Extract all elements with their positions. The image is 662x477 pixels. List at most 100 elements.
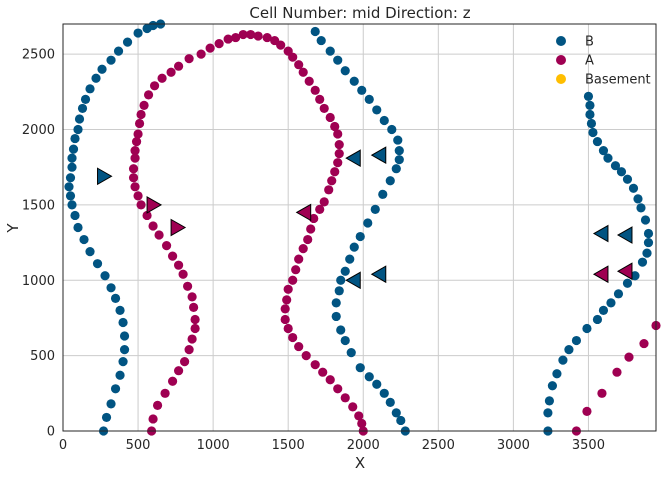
legend-label: A: [585, 54, 594, 69]
data-point-b: [336, 275, 346, 285]
data-point-a: [294, 60, 304, 70]
data-point-a: [246, 29, 256, 40]
data-point-a: [128, 164, 139, 174]
data-point-a: [298, 67, 308, 77]
data-point-b: [585, 100, 595, 110]
data-point-b: [110, 293, 121, 303]
data-point-b: [372, 105, 382, 115]
legend-label: B: [585, 35, 594, 50]
data-point-a: [183, 281, 193, 291]
data-point-a: [334, 149, 344, 159]
data-point-a: [148, 221, 158, 231]
data-point-a: [262, 32, 272, 43]
data-point-a: [214, 38, 224, 49]
y-tick-label: 500: [30, 349, 55, 364]
data-point-a: [624, 352, 634, 362]
data-point-a: [154, 230, 164, 240]
data-point-a: [134, 118, 145, 129]
data-point-a: [294, 254, 304, 264]
data-point-a: [301, 351, 311, 361]
data-point-a: [325, 112, 335, 123]
data-point-a: [133, 129, 143, 139]
data-point-a: [340, 393, 350, 403]
data-point-a: [283, 323, 293, 334]
orientation-marker-left: [592, 265, 609, 284]
data-point-a: [178, 269, 188, 279]
data-point-a: [130, 182, 140, 192]
data-point-a: [303, 234, 313, 245]
data-point-a: [180, 357, 190, 367]
data-point-a: [189, 302, 199, 312]
data-point-a: [304, 76, 314, 86]
data-point-b: [355, 231, 365, 242]
data-point-b: [115, 305, 125, 316]
data-point-b: [637, 257, 648, 267]
data-point-b: [379, 115, 389, 126]
data-point-a: [298, 244, 308, 254]
data-point-b: [588, 127, 598, 138]
data-point-b: [310, 26, 320, 37]
data-point-b: [92, 259, 103, 269]
data-point-b: [630, 271, 640, 281]
data-point-b: [606, 298, 616, 308]
data-point-b: [379, 388, 389, 398]
data-point-a: [330, 121, 340, 132]
data-point-a: [187, 334, 197, 344]
data-point-a: [294, 341, 304, 352]
data-point-b: [340, 335, 350, 346]
data-point-b: [333, 55, 343, 65]
data-point-b: [148, 20, 158, 31]
data-point-a: [276, 40, 286, 50]
orientation-marker-left: [370, 146, 387, 165]
legend: BA Basement: [556, 35, 651, 88]
legend-swatch: [556, 36, 566, 46]
data-point-b: [334, 286, 344, 296]
legend-swatch: [556, 55, 566, 65]
data-points: [64, 19, 661, 436]
data-point-a: [238, 29, 248, 40]
data-point-b: [345, 254, 355, 264]
data-point-a: [319, 197, 329, 207]
data-point-a: [136, 109, 146, 120]
data-point-a: [136, 200, 146, 210]
data-point-a: [324, 185, 334, 195]
data-point-a: [160, 388, 170, 398]
data-point-a: [612, 367, 622, 377]
data-point-b: [547, 381, 558, 391]
data-point-b: [110, 384, 121, 394]
data-point-a: [325, 375, 335, 385]
data-point-b: [79, 234, 89, 245]
data-point-b: [544, 396, 555, 406]
data-point-a: [309, 213, 319, 224]
data-point-b: [106, 55, 116, 65]
data-point-b: [603, 153, 613, 163]
data-point-b: [622, 174, 633, 184]
data-point-b: [585, 109, 595, 120]
data-point-a: [148, 414, 158, 424]
data-point-a: [139, 100, 149, 110]
data-point-a: [315, 94, 325, 104]
data-point-a: [291, 265, 301, 275]
data-point-b: [558, 355, 568, 365]
data-point-a: [253, 31, 263, 41]
data-point-a: [167, 251, 178, 261]
tick-labels: 0 500 1000 1500 2000 2500 3000 3500 0 500 1000 1500…: [22, 48, 605, 453]
data-point-b: [571, 335, 582, 346]
data-point-b: [349, 242, 359, 252]
data-point-b: [363, 218, 373, 228]
data-point-a: [161, 240, 172, 251]
x-axis-label: X: [355, 454, 365, 472]
data-point-a: [167, 376, 178, 386]
data-point-b: [67, 200, 77, 210]
data-point-b: [106, 283, 116, 293]
data-point-b: [586, 118, 597, 129]
y-tick-label: 0: [47, 425, 55, 440]
x-tick-label: 0: [59, 438, 67, 453]
data-point-a: [166, 67, 176, 77]
data-point-b: [325, 46, 335, 56]
data-point-b: [598, 146, 609, 156]
data-point-b: [68, 144, 79, 154]
data-point-b: [70, 210, 80, 221]
data-point-a: [306, 224, 316, 234]
